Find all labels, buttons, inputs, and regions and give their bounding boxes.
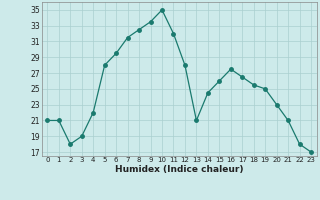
X-axis label: Humidex (Indice chaleur): Humidex (Indice chaleur) [115, 165, 244, 174]
